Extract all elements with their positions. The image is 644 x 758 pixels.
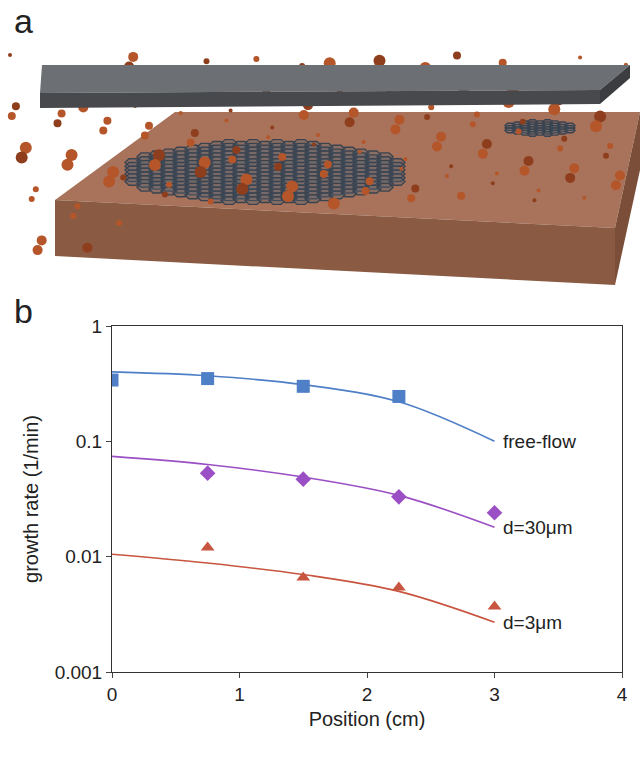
svg-text:0.01: 0.01 [65,546,102,567]
svg-text:growth rate (1/min): growth rate (1/min) [20,415,42,583]
svg-text:1: 1 [234,684,245,705]
svg-text:0.001: 0.001 [55,662,103,683]
svg-text:3: 3 [489,684,500,705]
svg-text:2: 2 [362,684,373,705]
svg-text:0.1: 0.1 [76,431,102,452]
html-text:b: b [14,292,33,330]
svg-text:1: 1 [92,316,103,337]
svg-text:d=30μm: d=30μm [503,517,573,538]
svg-text:d=3μm: d=3μm [503,612,562,633]
svg-text:free-flow: free-flow [503,431,576,452]
svg-text:0: 0 [107,684,118,705]
html-text:a: a [14,2,33,40]
svg-text:4: 4 [617,684,628,705]
svg-text:Position (cm): Position (cm) [309,708,426,730]
